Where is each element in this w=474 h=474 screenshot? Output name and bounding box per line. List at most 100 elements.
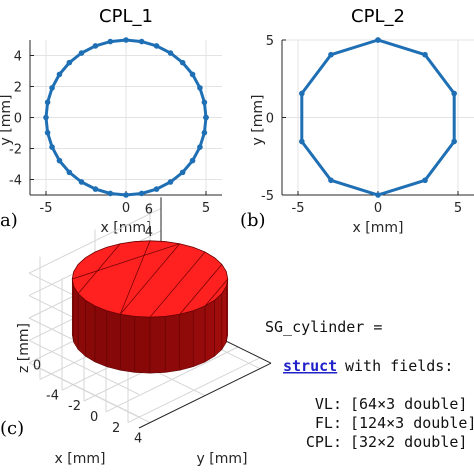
console-with-fields: with fields: bbox=[345, 357, 453, 375]
cpl2-xlabel: x [mm] bbox=[353, 220, 404, 236]
cpl1-ylabel: y [mm] bbox=[0, 95, 14, 146]
a-data-point bbox=[66, 169, 73, 176]
b-xtick-label: 5 bbox=[454, 201, 462, 216]
cylinder-side-face bbox=[73, 285, 79, 351]
b-data-point bbox=[375, 192, 381, 198]
cylinder-zlabel: z [mm] bbox=[16, 323, 32, 373]
a-ytick-label: 0 bbox=[14, 112, 22, 127]
cylinder-top-triangle-edge bbox=[179, 264, 223, 315]
cylinder-side-face bbox=[134, 316, 151, 374]
cylinder-ytick-label: 2 bbox=[112, 421, 120, 436]
a-data-point bbox=[138, 190, 145, 197]
cylinder-ztick-label: 6 bbox=[145, 202, 153, 217]
cylinder-ylabel: y [mm] bbox=[197, 451, 248, 467]
panel-label-c: (c) bbox=[0, 418, 24, 439]
a-data-point bbox=[49, 85, 55, 91]
cylinder-side-face bbox=[164, 313, 181, 373]
cylinder-ytick-label: -2 bbox=[68, 399, 81, 414]
cpl2-plot: -5 0 5 -5 0 5 CPL_2 x [mm] y [mm] bbox=[250, 6, 474, 236]
cpl1-grid bbox=[30, 40, 222, 195]
a-data-point bbox=[167, 179, 174, 185]
cpl1-points bbox=[43, 37, 209, 198]
field-name-fl: FL: bbox=[315, 414, 342, 432]
b-ytick-label: -5 bbox=[261, 189, 274, 204]
cylinder-x-axis-front bbox=[138, 362, 272, 429]
a-data-point bbox=[92, 186, 99, 192]
cylinder-top-triangle-edge bbox=[119, 240, 151, 315]
a-data-point bbox=[56, 71, 63, 78]
cpl2-points bbox=[299, 37, 457, 198]
a-ytick-label: -2 bbox=[9, 143, 22, 158]
a-data-point bbox=[66, 59, 73, 66]
a-data-point bbox=[44, 99, 51, 106]
a-ytick-label: -4 bbox=[9, 174, 22, 189]
a-xtick-label: 0 bbox=[122, 201, 130, 216]
b-data-point bbox=[328, 177, 334, 184]
a-data-point bbox=[78, 50, 85, 56]
a-data-point bbox=[107, 38, 114, 45]
a-data-point bbox=[197, 144, 203, 150]
b-data-point bbox=[451, 90, 457, 97]
cylinder-side-face bbox=[77, 293, 86, 357]
cylinder-side-face bbox=[192, 305, 206, 368]
b-data-point bbox=[375, 37, 381, 43]
cpl2-ylabel: y [mm] bbox=[250, 95, 266, 146]
cylinder-top-triangle-edge bbox=[119, 243, 181, 315]
cpl2-grid bbox=[282, 39, 474, 196]
b-data-point bbox=[422, 177, 428, 184]
a-data-point bbox=[167, 50, 174, 56]
b-ytick-label: 0 bbox=[266, 112, 274, 127]
a-data-point bbox=[107, 190, 114, 197]
b-xtick-label: 0 bbox=[374, 201, 382, 216]
a-data-point bbox=[123, 192, 129, 198]
a-data-point bbox=[189, 71, 196, 78]
b-ytick-label: 5 bbox=[266, 34, 274, 49]
a-data-point bbox=[179, 59, 186, 66]
a-data-point bbox=[123, 37, 129, 43]
panel-label-a: a) bbox=[0, 210, 18, 231]
cylinder-side-face bbox=[85, 299, 96, 363]
a-data-point bbox=[56, 157, 63, 164]
cylinder-side-face bbox=[149, 316, 166, 374]
a-ytick-label: 4 bbox=[14, 50, 22, 65]
cylinder-top-triangle-edge bbox=[149, 251, 206, 318]
cylinder-side-face bbox=[94, 305, 108, 368]
console-var-line: SG_cylinder = bbox=[265, 318, 382, 336]
cylinder-ytick-label: 0 bbox=[90, 410, 98, 425]
b-data-point bbox=[299, 138, 305, 145]
cpl2-title: CPL_2 bbox=[351, 6, 405, 27]
field-name-cpl: CPL: bbox=[306, 433, 342, 451]
cylinder-top-triangle-edge bbox=[77, 243, 121, 294]
a-data-point bbox=[49, 144, 55, 150]
a-data-point bbox=[197, 85, 203, 91]
a-xtick-label: 5 bbox=[202, 201, 210, 216]
cpl1-ticks: -5 0 5 -4 -2 0 2 4 bbox=[9, 40, 222, 216]
field-name-vl: VL: bbox=[315, 395, 342, 413]
a-xtick-label: -5 bbox=[40, 201, 53, 216]
field-value-vl: [64×3 double] bbox=[350, 395, 467, 413]
cylinder-side-face bbox=[106, 310, 121, 371]
cylinder-side-face bbox=[204, 299, 215, 363]
cylinder-side-face bbox=[214, 293, 223, 357]
a-data-point bbox=[201, 99, 208, 106]
cylinder-side-face bbox=[119, 313, 136, 373]
struct-link[interactable]: struct bbox=[283, 357, 337, 375]
b-data-point bbox=[299, 90, 305, 97]
a-data-point bbox=[179, 169, 186, 176]
cylinder-ytick-label: -4 bbox=[46, 388, 59, 403]
cpl1-title: CPL_1 bbox=[99, 6, 153, 27]
b-data-point bbox=[422, 51, 428, 58]
a-data-point bbox=[153, 43, 160, 49]
a-ytick-label: 2 bbox=[14, 81, 22, 96]
cylinder-floor-grid-line bbox=[127, 357, 261, 424]
a-data-point bbox=[153, 186, 160, 192]
field-value-cpl: [32×2 double] bbox=[350, 433, 467, 451]
panel-label-b: (b) bbox=[240, 210, 266, 231]
cylinder-surface bbox=[71, 240, 229, 374]
cylinder-xlabel: x [mm] bbox=[55, 451, 106, 467]
cylinder-top-triangle-edge bbox=[204, 278, 229, 307]
b-data-point bbox=[451, 138, 457, 145]
